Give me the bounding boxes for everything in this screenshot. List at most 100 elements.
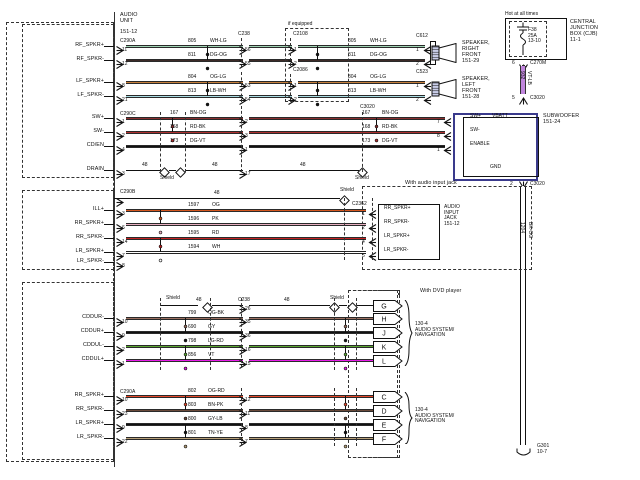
shield-diamond-3 [357,165,368,178]
note-if-equipped: if equipped [288,21,313,27]
speaker-left-front-symbol [430,78,460,100]
speaker-pin-1[interactable] [423,78,432,91]
subwoofer-pin-7[interactable] [443,114,452,127]
ai-pin-label-3: LR_SPKR+ [75,248,104,254]
wire-number-813: 813 [188,88,197,94]
nav-terminal-C[interactable]: C [373,390,403,403]
c290b-pin-7[interactable] [116,248,125,261]
wire-out-799 [249,316,373,320]
out-wire-color-DG-OG: DG-OG [370,52,387,58]
c290b-drain-pin[interactable] [116,194,125,207]
splice-dot [315,58,320,71]
c2086-dash [290,74,291,100]
splice-dot [158,236,163,249]
c290b-pin-6[interactable] [116,220,125,233]
wire-number-804: 804 [188,74,197,80]
if-equipped-box [285,28,349,102]
wire-out-690 [249,330,373,334]
connector-c3020-gnd-arrow[interactable] [519,177,528,190]
c290b-pin-14[interactable] [116,234,125,247]
nav-terminal-H[interactable]: H [373,312,403,325]
wire-out-798 [249,344,373,348]
dvd-bot-wire-number-803: 803 [188,402,197,408]
ai-wire-color-RD: RD [212,230,220,236]
speaker-pin-1[interactable] [423,42,432,55]
c290a-bot-pin-10[interactable] [116,314,125,327]
wire-mid-805 [249,44,292,48]
splice-dot [343,408,348,421]
c290a-bottom-pin-10[interactable] [116,392,125,405]
connector-pin-11[interactable] [116,42,125,55]
splice-dot [205,94,210,107]
wire-number-805: 805 [188,38,197,44]
splice-dot [170,116,175,129]
nav-terminal-G[interactable]: G [373,299,403,312]
dvd-shield-dash-d [356,298,357,370]
wire-segment [185,170,243,172]
c290b-pin-3[interactable] [116,206,125,219]
subwoofer-pin-1[interactable] [443,142,452,155]
c290a-bottom-pin-23[interactable] [116,406,125,419]
subwoofer-terminal-vbatt: VBATT [492,113,508,119]
speaker-pin-2[interactable] [423,56,432,69]
subwoofer-pin-8[interactable] [443,128,452,141]
wire-out-802 [249,394,373,398]
dvd-bot-wire-color-GY-LB: GY-LB [208,416,223,422]
dvd-shield-label-2: Shield [330,295,344,301]
nav-terminal-E[interactable]: E [373,418,403,431]
c290b-pin-8[interactable] [116,258,125,271]
nav-terminal-K[interactable]: K [373,340,403,353]
wire-segment [104,46,114,47]
wire-color-OG-LG: OG-LG [210,74,227,80]
audio-input-drain-wire-48: 48 [214,190,220,196]
dvd-wire-color-GY: GY [208,324,216,330]
dvd-pin-number-1-3: 1 [122,361,125,367]
splice-dot [315,44,320,57]
c290c-pin-1[interactable] [116,114,125,127]
wire-segment [249,170,359,172]
connector-c270m: C270M [530,60,547,66]
c238-mid-pin-number-1: 1 [245,147,248,153]
speaker-pin-number-1: 1 [416,47,419,53]
svg-text:C: C [381,395,386,402]
nav-terminal-F[interactable]: F [373,432,403,445]
c290c-pin-4[interactable] [116,142,125,155]
nav-terminal-L[interactable]: L [373,354,403,367]
wire-segment [104,132,114,133]
c290c-pin-2[interactable] [116,128,125,141]
nav-terminal-J[interactable]: J [373,326,403,339]
dvd-wire-number-856: 856 [188,352,197,358]
connector-c3020-top-arrow[interactable] [519,92,528,105]
connector-c3020-gnd: C3020 [530,181,545,187]
speaker-pin-2[interactable] [423,92,432,105]
c290a-bot-pin-1[interactable] [116,356,125,369]
svg-text:L: L [382,359,386,366]
opt-pin-number-1: 1 [294,47,297,53]
c290a-bottom-pin-9[interactable] [116,420,125,433]
audio-jack-pin-number-2: 2 [362,225,365,231]
wire-segment [339,305,347,307]
c290a-bottom-pin-22[interactable] [116,434,125,447]
splice-dot [343,316,348,329]
subwoofer-terminal-enable: ENABLE [470,141,490,147]
splice-dot [183,344,188,357]
dvd-bot-pin-label-1: RR_SPKR- [75,406,104,412]
splice-dot [183,316,188,329]
wire-out-800 [249,422,373,426]
connector-pin-21[interactable] [116,92,125,105]
dvd-shield-dash-b [210,298,211,370]
c290a-bot-pin-9[interactable] [116,328,125,341]
nav-terminal-D[interactable]: D [373,404,403,417]
c290c-pin-3[interactable] [116,166,125,179]
connector-pin-8[interactable] [116,78,125,91]
splice-dot [183,436,188,449]
wire-804 [126,80,243,84]
c290a-bot-pin-2[interactable] [116,342,125,355]
wire-segment [104,82,114,83]
dvd-pin-label-0: CDDUR- [82,314,104,320]
dvd-shield-label-1: Shield [166,295,180,301]
connector-pin-12[interactable] [116,56,125,69]
central-junction-box-outline [505,18,567,60]
wire-number-167: 167 [170,110,179,116]
splice-dot [170,130,175,143]
